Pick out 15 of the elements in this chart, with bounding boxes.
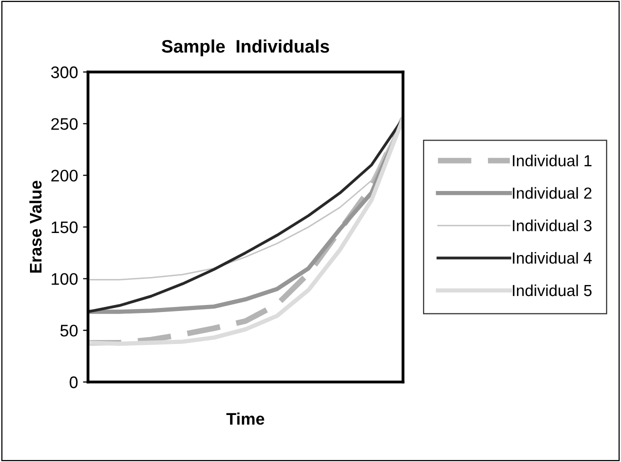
legend-label: Individual 3 xyxy=(512,220,592,232)
x-axis-title: Time xyxy=(226,412,264,425)
y-tick-label: 250 xyxy=(51,118,78,130)
y-tick-label: 200 xyxy=(51,170,78,182)
legend-label: Individual 5 xyxy=(512,284,592,296)
y-tick-label: 300 xyxy=(51,66,78,78)
y-tick-label: 150 xyxy=(52,221,78,234)
legend-label: Individual 1 xyxy=(512,154,592,166)
y-tick-label: 0 xyxy=(70,376,78,388)
y-tick-label: 50 xyxy=(60,324,78,337)
y-tick-label: 100 xyxy=(52,273,78,285)
y-axis-title: Erase Value xyxy=(29,180,42,273)
legend-label: Individual 2 xyxy=(512,187,592,199)
chart-title: Sample Individuals xyxy=(162,39,330,56)
legend-label: Individual 4 xyxy=(512,252,592,264)
